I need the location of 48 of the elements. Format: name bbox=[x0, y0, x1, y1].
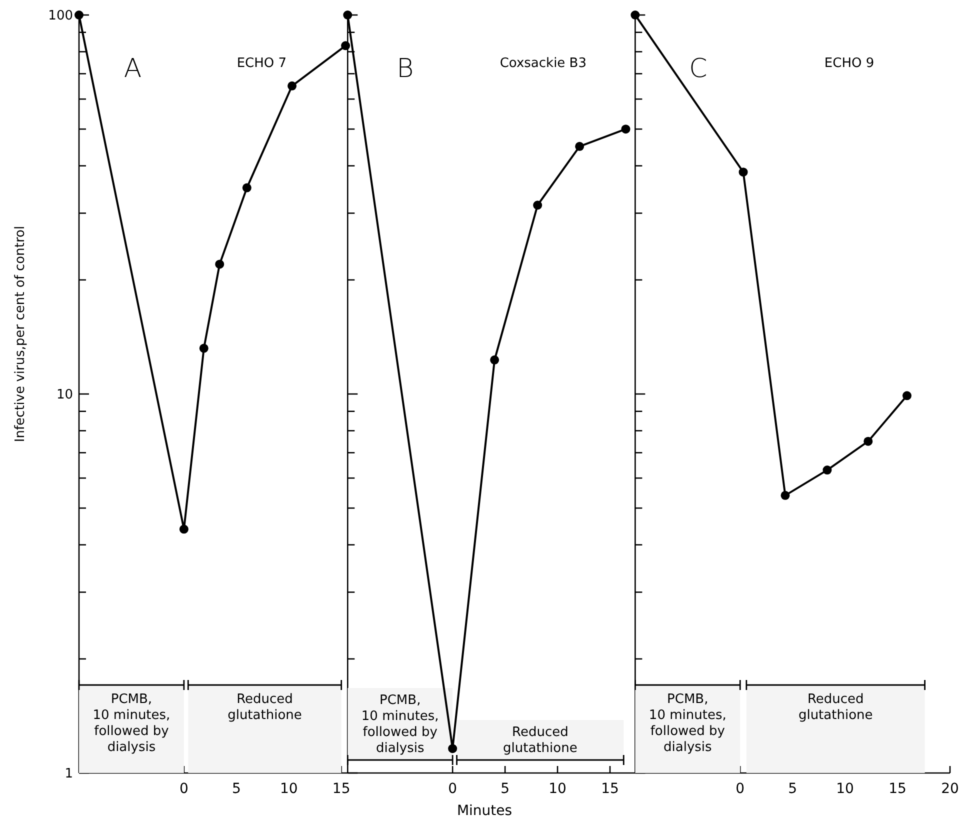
point bbox=[738, 168, 748, 177]
y-axis-title: Infective virus,per cent of control bbox=[13, 226, 28, 442]
band-label: Reduced glutathione bbox=[228, 692, 302, 723]
point bbox=[575, 142, 584, 151]
point bbox=[74, 10, 84, 20]
x-tick-label: 20 bbox=[941, 781, 959, 797]
y-tick-label: 100 bbox=[48, 8, 73, 24]
x-tick-label: 0 bbox=[179, 781, 188, 797]
band-label: Reduced glutathione bbox=[798, 692, 873, 723]
band-label: PCMB, 10 minutes, followed by dialysis bbox=[92, 692, 170, 755]
text: A bbox=[124, 54, 142, 84]
point bbox=[215, 260, 224, 269]
y-tick-label: 10 bbox=[56, 388, 73, 403]
point bbox=[199, 344, 208, 353]
point bbox=[630, 10, 640, 20]
x-tick-label: 5 bbox=[500, 781, 510, 797]
band-label: Reduced glutathione bbox=[503, 725, 578, 756]
point bbox=[490, 355, 500, 364]
point bbox=[864, 436, 873, 446]
y-tick-label: 1 bbox=[64, 766, 73, 782]
point bbox=[242, 183, 252, 192]
point bbox=[533, 200, 542, 210]
x-tick-label: 10 bbox=[280, 781, 298, 797]
x-tick-label: 15 bbox=[332, 781, 350, 797]
point bbox=[902, 391, 912, 400]
point bbox=[288, 81, 297, 90]
text: ECHO 9 bbox=[824, 56, 874, 71]
band-label: PCMB, 10 minutes, followed by dialysis bbox=[361, 693, 439, 756]
band-label: PCMB, 10 minutes, followed by dialysis bbox=[648, 692, 726, 755]
text: Coxsackie B3 bbox=[500, 56, 587, 71]
x-tick-label: 0 bbox=[736, 781, 745, 797]
x-tick-label: 0 bbox=[448, 781, 458, 797]
x-axis-title: Minutes bbox=[456, 803, 512, 819]
x-tick-label: 10 bbox=[548, 781, 566, 797]
point bbox=[179, 524, 188, 534]
text: ECHO 7 bbox=[236, 56, 287, 71]
text: B bbox=[396, 54, 414, 84]
point bbox=[343, 10, 352, 20]
point bbox=[822, 466, 832, 475]
x-tick-label: 5 bbox=[788, 781, 798, 797]
x-tick-label: 5 bbox=[232, 781, 241, 797]
point bbox=[621, 124, 630, 134]
point bbox=[448, 744, 458, 754]
x-tick-label: 10 bbox=[836, 781, 854, 797]
point bbox=[780, 490, 790, 500]
x-tick-label: 15 bbox=[601, 781, 619, 797]
text: C bbox=[689, 54, 708, 84]
x-tick-label: 15 bbox=[888, 781, 906, 797]
